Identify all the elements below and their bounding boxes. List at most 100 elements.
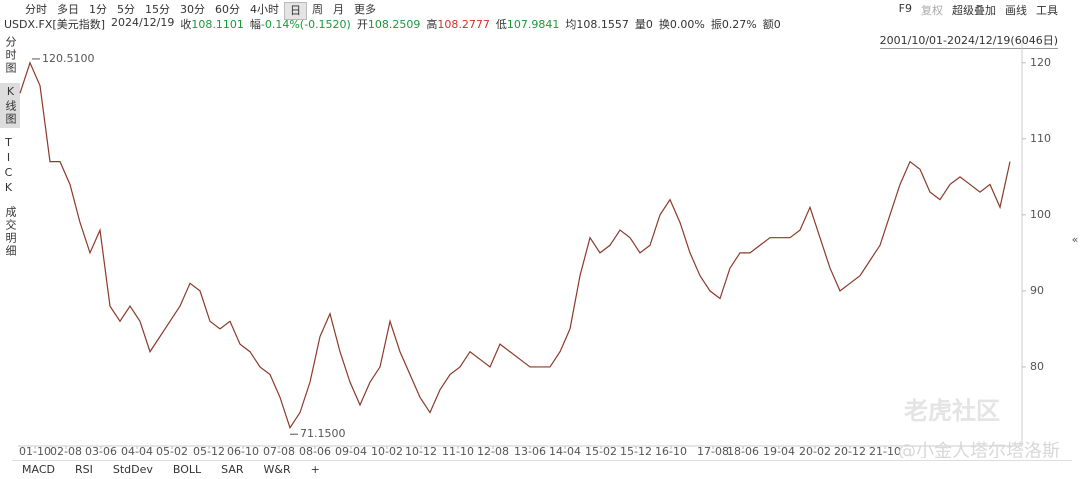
x-tick-label: 18-06 [727, 445, 759, 458]
tool-button[interactable]: 复权 [921, 4, 943, 17]
chart: « 80 90 100 110 120 01-10 02-08 03-06 04-04 05-02… [18, 40, 1079, 458]
period-tab[interactable]: 多日 [57, 3, 79, 16]
price-line [19, 61, 1011, 430]
quote-field: 高108.2777 [426, 16, 490, 32]
y-tick-label: 90 [1030, 284, 1044, 297]
quote-value: 0.00% [669, 18, 705, 31]
quote-label: 均 [565, 18, 577, 31]
tool-button[interactable]: 工具 [1036, 4, 1058, 17]
x-tick-label: 05-12 [193, 445, 225, 458]
tool-bar: F9 复权 超级叠加 画线 工具 [899, 2, 1058, 18]
quote-field: 幅-0.14%(-0.1520) [250, 16, 351, 32]
quote-value: 0 [645, 18, 653, 31]
indicator-tab[interactable]: StdDev [112, 463, 153, 476]
period-tab[interactable]: 分时 [25, 3, 47, 16]
x-tick-label: 12-08 [477, 445, 509, 458]
period-tab[interactable]: 60分 [215, 3, 240, 16]
indicator-tab[interactable]: RSI [74, 463, 93, 476]
indicator-tab[interactable]: SAR [221, 463, 244, 476]
side-tab[interactable]: 分时图 [4, 36, 17, 75]
x-tick-label: 08-06 [299, 445, 331, 458]
period-bar: 分时 多日 1分 5分 15分 30分 60分 4小时日周月更多 [20, 2, 381, 20]
quote-field: 均108.1557 [565, 16, 629, 32]
x-tick-label: 09-04 [335, 445, 367, 458]
collapse-arrow[interactable]: « [1072, 233, 1079, 246]
x-tick-label: 05-02 [156, 445, 188, 458]
quote-field: 换0.00% [659, 16, 705, 32]
period-tab[interactable]: 15分 [145, 3, 170, 16]
quote-value: 108.1101 [191, 18, 244, 31]
indicator-tab[interactable]: BOLL [172, 463, 202, 476]
date: 2024/12/19 [110, 16, 175, 29]
quote-value: 108.2777 [437, 18, 490, 31]
y-tick-label: 120 [1030, 56, 1051, 69]
annotation: 120.5100 [42, 52, 95, 65]
quote-label: 高 [426, 18, 438, 31]
x-tick-label: 19-04 [763, 445, 795, 458]
period-tab[interactable]: 月 [333, 3, 344, 16]
quote-label: 额 [762, 18, 774, 31]
annotation: 71.1500 [300, 427, 346, 440]
x-tick-label: 03-06 [85, 445, 117, 458]
y-tick-label: 80 [1030, 360, 1044, 373]
x-tick-label: 17-08 [697, 445, 729, 458]
y-tick-label: 100 [1030, 208, 1051, 221]
quote-field: 量0 [635, 16, 653, 32]
indicator-tab[interactable]: + [310, 463, 320, 476]
quote-label: 换 [658, 18, 670, 31]
period-tab[interactable]: 5分 [117, 3, 135, 16]
quote-field: 开108.2509 [357, 16, 421, 32]
quote-label: 量 [634, 18, 646, 31]
quote-label: 振 [710, 18, 722, 31]
symbol: USDX.FX[美元指数] [4, 18, 105, 31]
x-tick-label: 01-10 [19, 445, 51, 458]
x-tick-label: 21-10 [869, 445, 901, 458]
side-tabs: 分时图 K线图 TICK 成交明细 [0, 34, 20, 266]
quote-field: 额0 [763, 16, 781, 32]
x-tick-label: 11-10 [442, 445, 474, 458]
quote-value: -0.14%(-0.1520) [260, 18, 351, 31]
quote-field: 低107.9841 [496, 16, 560, 32]
x-tick-label: 14-04 [549, 445, 581, 458]
quote-value: 108.1557 [576, 18, 629, 31]
y-tick-label: 110 [1030, 132, 1051, 145]
indicator-tab[interactable]: MACD [22, 463, 55, 476]
tool-button[interactable]: F9 [898, 2, 912, 15]
quote-label: 幅 [249, 18, 261, 31]
tool-button[interactable]: 超级叠加 [952, 4, 996, 17]
quote-label: 开 [356, 18, 368, 31]
quote-value: 108.2509 [367, 18, 421, 31]
x-tick-label: 04-04 [121, 445, 153, 458]
quote-field: 振0.27% [711, 16, 757, 32]
side-tab[interactable]: TICK [2, 136, 15, 196]
x-tick-label: 20-12 [834, 445, 866, 458]
period-tab[interactable]: 日 [284, 2, 307, 20]
side-tab[interactable]: 成交明细 [4, 206, 17, 258]
side-tab[interactable]: K线图 [0, 83, 20, 128]
quote-value: 107.9841 [506, 18, 560, 31]
quote-value: 0 [773, 18, 781, 31]
watermark: @小金人塔尔塔洛斯 [898, 441, 1060, 458]
watermark: 老虎社区 [904, 397, 1000, 425]
quote-label: 低 [495, 18, 507, 31]
x-tick-label: 10-02 [371, 445, 403, 458]
x-tick-label: 06-10 [227, 445, 259, 458]
tool-button[interactable]: 画线 [1005, 4, 1027, 17]
x-tick-label: 10-12 [405, 445, 437, 458]
period-tab[interactable]: 30分 [180, 3, 205, 16]
x-tick-label: 16-10 [655, 445, 687, 458]
period-tab[interactable]: 4小时 [250, 3, 279, 16]
date-range[interactable]: 2001/10/01-2024/12/19(6046日) [879, 34, 1058, 49]
period-tab[interactable]: 周 [312, 3, 323, 16]
period-tab[interactable]: 更多 [354, 3, 376, 16]
x-tick-label: 15-12 [620, 445, 652, 458]
indicator-tab[interactable]: W&R [263, 463, 291, 476]
quote-label: 收 [180, 18, 192, 31]
quote-bar: USDX.FX[美元指数] 2024/12/19 收108.1101 幅-0.14… [4, 16, 781, 32]
period-tab[interactable]: 1分 [89, 3, 107, 16]
quote-field: 收108.1101 [180, 16, 244, 32]
indicator-bar: MACD RSI StdDev BOLL SAR W&R + [12, 460, 1072, 479]
x-tick-label: 07-08 [263, 445, 295, 458]
x-tick-label: 15-02 [585, 445, 617, 458]
